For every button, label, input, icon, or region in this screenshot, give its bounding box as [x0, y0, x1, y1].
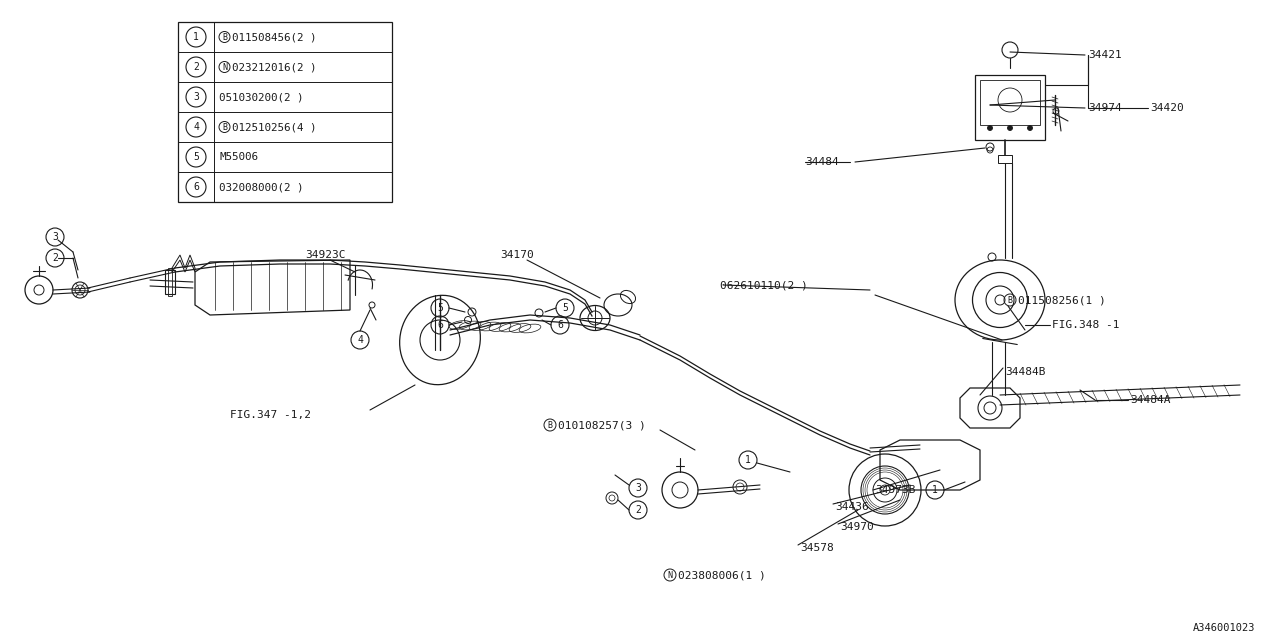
Text: M55006: M55006 [219, 152, 259, 162]
Text: 5: 5 [436, 303, 443, 313]
Text: B: B [221, 33, 227, 42]
Text: 051030200(2 ): 051030200(2 ) [219, 92, 303, 102]
Circle shape [987, 125, 992, 131]
Text: 011508256(1 ): 011508256(1 ) [1018, 295, 1106, 305]
Text: 34436: 34436 [835, 502, 869, 512]
Text: 34973B: 34973B [876, 485, 915, 495]
Text: 023212016(2 ): 023212016(2 ) [232, 62, 316, 72]
Bar [168, 268, 172, 296]
Text: 34170: 34170 [500, 250, 534, 260]
Bar [998, 155, 1012, 163]
Text: B: B [1007, 296, 1012, 305]
Text: 3: 3 [635, 483, 641, 493]
Text: 5: 5 [562, 303, 568, 313]
Text: 012510256(4 ): 012510256(4 ) [232, 122, 316, 132]
Text: 2: 2 [635, 505, 641, 515]
Circle shape [1028, 125, 1033, 131]
Text: N: N [221, 63, 227, 72]
Bar [975, 75, 1044, 140]
Text: 1: 1 [745, 455, 751, 465]
Text: 34421: 34421 [1088, 50, 1121, 60]
Text: 032008000(2 ): 032008000(2 ) [219, 182, 303, 192]
Text: 5: 5 [193, 152, 198, 162]
Text: 062610110(2 ): 062610110(2 ) [721, 280, 808, 290]
Bar [165, 270, 175, 294]
Text: 34923C: 34923C [305, 250, 346, 260]
Text: 3: 3 [193, 92, 198, 102]
Text: 2: 2 [52, 253, 58, 263]
Circle shape [1007, 125, 1012, 131]
Text: 34974: 34974 [1088, 103, 1121, 113]
Text: FIG.348 -1: FIG.348 -1 [1052, 320, 1120, 330]
Text: 2: 2 [193, 62, 198, 72]
Text: 011508456(2 ): 011508456(2 ) [232, 32, 316, 42]
Text: A346001023: A346001023 [1193, 623, 1254, 633]
Text: 34970: 34970 [840, 522, 874, 532]
Text: 34484: 34484 [805, 157, 838, 167]
Text: B: B [221, 122, 227, 131]
Text: 6: 6 [193, 182, 198, 192]
Text: 010108257(3 ): 010108257(3 ) [558, 420, 645, 430]
Text: 6: 6 [557, 320, 563, 330]
Text: 1: 1 [193, 32, 198, 42]
Text: B: B [548, 420, 553, 429]
Text: 4: 4 [193, 122, 198, 132]
Text: 3: 3 [52, 232, 58, 242]
Text: 6: 6 [436, 320, 443, 330]
Text: N: N [667, 570, 672, 579]
FancyArrowPatch shape [983, 339, 1018, 344]
Text: 34484B: 34484B [1005, 367, 1046, 377]
Text: 023808006(1 ): 023808006(1 ) [678, 570, 765, 580]
Text: 34420: 34420 [1149, 103, 1184, 113]
Text: FIG.347 -1,2: FIG.347 -1,2 [230, 410, 311, 420]
Text: 34578: 34578 [800, 543, 833, 553]
Text: 1: 1 [932, 485, 938, 495]
Bar [980, 80, 1039, 125]
Text: 34484A: 34484A [1130, 395, 1170, 405]
Bar [178, 22, 392, 202]
Text: 4: 4 [357, 335, 364, 345]
